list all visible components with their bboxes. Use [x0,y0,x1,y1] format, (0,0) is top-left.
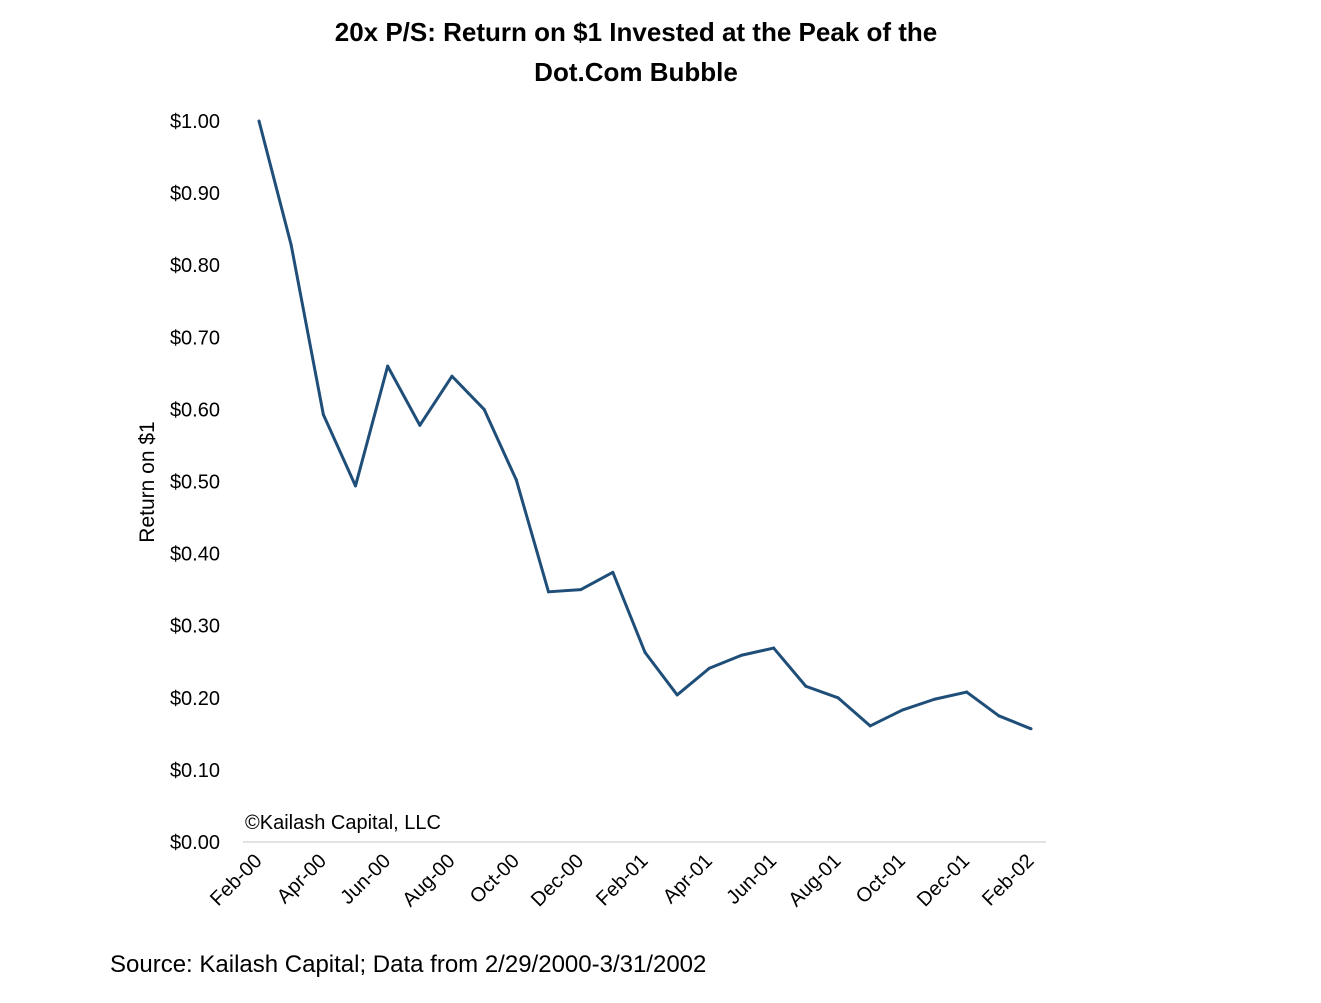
chart-title-line-1: 20x P/S: Return on $1 Invested at the Pe… [334,17,938,47]
x-tick-label: Aug-00 [398,850,459,911]
data-point [321,412,325,416]
data-point [450,374,454,378]
data-point [772,646,776,650]
data-point [868,724,872,728]
x-tick-label: Apr-01 [659,850,717,908]
data-point [707,666,711,670]
data-point [547,590,550,594]
y-tick-label: $0.10 [170,760,220,782]
data-point [514,478,518,482]
data-point [804,684,808,688]
data-point [933,697,936,701]
x-tick-label: Jun-00 [336,850,395,909]
y-tick-label: $0.20 [170,688,220,710]
y-tick-label: $1.00 [170,111,220,133]
y-tick-label: $0.90 [170,183,220,205]
data-point [997,714,1001,718]
x-tick-label: Feb-00 [206,850,266,910]
data-point [579,588,583,592]
x-tick-label: Oct-01 [852,850,910,908]
x-tick-label: Aug-01 [784,850,845,911]
chart-title-line-2: Dot.Com Bubble [534,57,738,87]
x-tick-label: Feb-01 [592,850,652,910]
data-point [643,650,647,654]
data-point [900,708,904,712]
data-point [965,690,969,694]
x-tick-label: Feb-02 [978,850,1038,910]
data-point [482,407,486,411]
data-point [354,484,357,488]
y-tick-label: $0.00 [170,832,220,854]
data-point [257,119,261,123]
copyright-annotation: ©Kailash Capital, LLC [245,812,441,834]
x-tick-label: Dec-01 [913,850,974,911]
data-point [289,243,293,247]
x-tick-label: Oct-00 [466,850,524,908]
data-point [386,364,390,368]
y-tick-label: $0.40 [170,544,220,566]
data-point [675,693,679,697]
data-point [1029,727,1033,731]
y-tick-label: $0.30 [170,616,220,638]
y-tick-label: $0.60 [170,399,220,421]
source-note: Source: Kailash Capital; Data from 2/29/… [110,951,707,978]
y-tick-label: $0.70 [170,327,220,349]
x-tick-label: Apr-00 [273,850,331,908]
data-point [836,696,840,700]
chart-title: 20x P/S: Return on $1 Invested at the Pe… [236,12,1036,92]
y-tick-label: $0.50 [170,472,220,494]
x-tick-label: Dec-00 [527,850,588,911]
x-tick-label: Jun-01 [722,850,781,909]
series-line [257,120,1032,731]
y-tick-label: $0.80 [170,255,220,277]
data-point [418,423,422,427]
data-point [611,570,615,574]
data-point [740,653,743,657]
